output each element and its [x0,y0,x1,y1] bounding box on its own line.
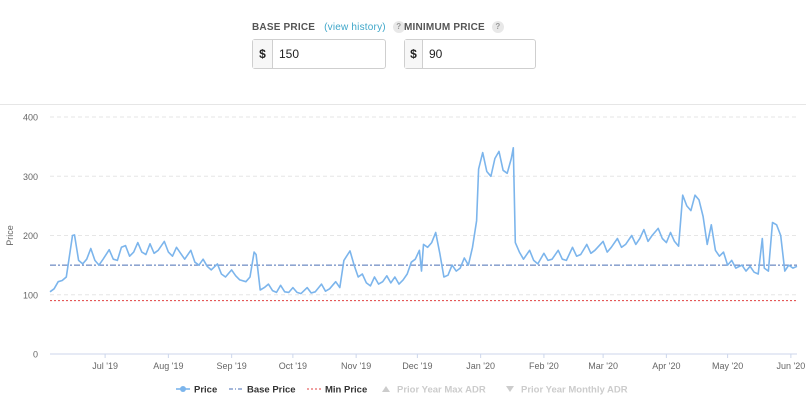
minimum-price-label-row: MINIMUM PRICE ? [404,20,504,36]
minimum-price-currency-addon: $ [405,40,423,68]
minimum-price-input-group: $ [404,39,536,69]
legend-label: Prior Year Max ADR [397,385,486,396]
x-tick-label-5: Dec '19 [402,361,432,371]
legend-item-prior-year-monthly-adr[interactable]: Prior Year Monthly ADR [506,385,628,396]
minimum-price-label: MINIMUM PRICE [404,22,485,33]
minimum-price-field: MINIMUM PRICE ? $ [404,20,536,69]
base-price-currency-addon: $ [253,40,273,68]
x-tick-label-1: Aug '19 [153,361,183,371]
y-tick-label-3: 300 [23,172,38,182]
base-price-label: BASE PRICE [252,22,316,33]
base-price-input[interactable] [273,40,385,68]
y-tick-label-1: 100 [23,290,38,300]
legend-symbol-dot [180,386,186,392]
x-tick-label-10: May '20 [712,361,743,371]
legend-symbol-triangle-up [382,386,390,392]
legend-item-price[interactable]: Price [176,385,217,396]
section-divider [0,104,806,105]
base-price-field: BASE PRICE (view history) ? $ [252,20,405,69]
base-price-input-group: $ [252,39,386,69]
y-tick-label-0: 0 [33,350,38,360]
x-tick-label-9: Apr '20 [652,361,680,371]
base-price-help-icon[interactable]: ? [392,21,405,34]
legend-item-base-price[interactable]: Base Price [229,385,296,396]
minimum-price-input[interactable] [423,40,535,68]
legend-label: Prior Year Monthly ADR [521,385,628,396]
x-tick-label-6: Jan '20 [466,361,495,371]
legend-label: Price [194,385,217,396]
x-tick-label-2: Sep '19 [217,361,247,371]
price-chart: 0 100 200 300 400 Price Jul '19 Aug '19 Sep '19 O… [5,113,806,396]
y-tick-label-4: 400 [23,113,38,123]
view-history-link[interactable]: (view history) [324,22,386,33]
base-price-label-row: BASE PRICE (view history) ? [252,20,405,36]
legend-symbol-triangle-down [506,386,514,392]
x-tick-label-4: Nov '19 [341,361,371,371]
legend-label: Min Price [325,385,367,396]
legend-item-prior-year-max-adr[interactable]: Prior Year Max ADR [382,385,486,396]
x-tick-label-8: Mar '20 [588,361,618,371]
x-tick-label-0: Jul '19 [92,361,118,371]
y-axis-title: Price [5,225,15,246]
legend-label: Base Price [247,385,296,396]
y-tick-label-2: 200 [23,231,38,241]
x-tick-label-3: Oct '19 [279,361,307,371]
price-series-line [49,147,798,295]
x-tick-label-7: Feb '20 [529,361,559,371]
x-tick-label-11: Jun '20 [777,361,806,371]
minimum-price-help-icon[interactable]: ? [491,21,504,34]
legend-item-min-price[interactable]: Min Price [307,385,367,396]
